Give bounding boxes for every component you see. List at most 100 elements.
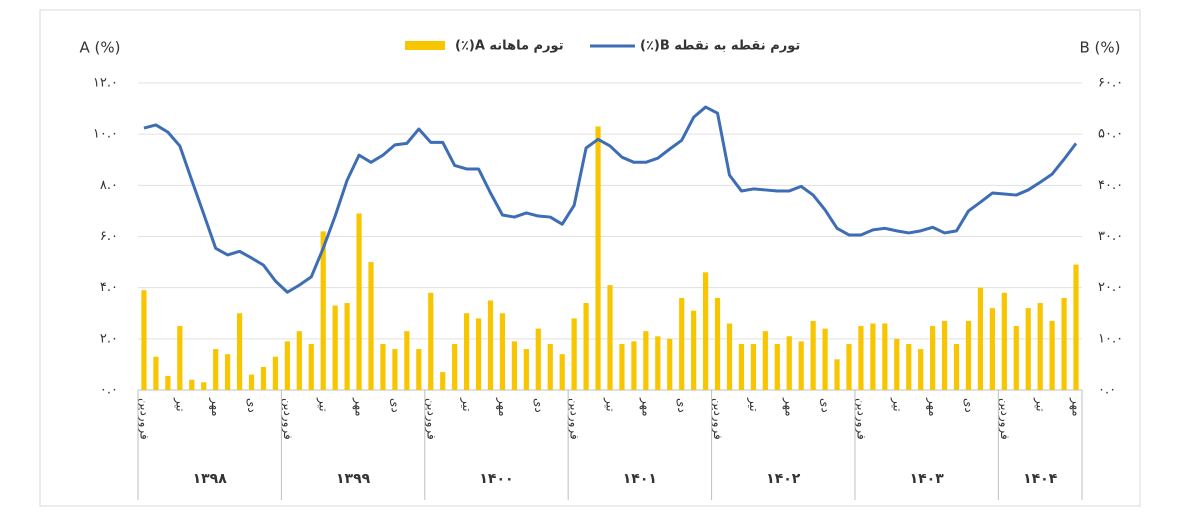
bar bbox=[416, 349, 422, 390]
x-tick-label: مهر bbox=[925, 397, 940, 417]
y2-axis-title: B (%) bbox=[1079, 39, 1120, 57]
bar bbox=[643, 331, 649, 390]
bar bbox=[930, 326, 936, 390]
x-tick-label: تیر bbox=[459, 397, 474, 412]
bar bbox=[153, 356, 159, 390]
x-tick-label: تیر bbox=[603, 397, 618, 412]
bar bbox=[1013, 326, 1019, 390]
bar bbox=[165, 375, 171, 390]
x-tick-label: تیر bbox=[746, 397, 761, 412]
x-tick-label: تیر bbox=[172, 397, 187, 412]
x-tick-label: مهر bbox=[495, 397, 510, 417]
bar bbox=[141, 290, 147, 390]
x-tick-label: مهر bbox=[1069, 397, 1084, 417]
x-tick-label: فروردین bbox=[567, 398, 582, 440]
bar bbox=[236, 313, 243, 390]
x-tick-label: تیر bbox=[316, 397, 331, 412]
bar bbox=[380, 343, 386, 390]
bar bbox=[332, 305, 338, 390]
bar bbox=[1001, 292, 1007, 390]
bar bbox=[440, 372, 446, 390]
y-tick-label: ۶.۰ bbox=[100, 229, 118, 244]
x-tick-label: فروردین bbox=[136, 398, 151, 440]
x-tick-label: تیر bbox=[1033, 397, 1048, 412]
bar bbox=[1061, 297, 1067, 390]
bar bbox=[918, 349, 924, 390]
bar bbox=[619, 343, 625, 390]
bar bbox=[308, 343, 314, 390]
bar bbox=[1073, 264, 1079, 390]
x-tick-label: فروردین bbox=[853, 398, 868, 440]
y-tick-label: ۲.۰ bbox=[100, 331, 118, 346]
bar bbox=[726, 323, 733, 390]
bar bbox=[691, 310, 697, 390]
bar bbox=[1025, 308, 1031, 390]
y-tick-label: ۱۲.۰ bbox=[93, 76, 118, 91]
x-tick-label: دی bbox=[245, 398, 259, 413]
bar bbox=[452, 343, 458, 390]
x-tick-label: فروردین bbox=[710, 398, 725, 440]
bar bbox=[774, 343, 780, 390]
bar bbox=[535, 328, 541, 390]
bar bbox=[404, 331, 410, 390]
bar bbox=[1037, 303, 1043, 390]
x-tick-label: تیر bbox=[889, 397, 904, 412]
bar bbox=[798, 341, 804, 390]
x-tick-label: دی bbox=[532, 398, 546, 413]
y2-tick-label: ۰.۰ bbox=[1098, 383, 1116, 398]
x-tick-label: مهر bbox=[208, 397, 223, 417]
x-tick-label: فروردین bbox=[423, 398, 438, 440]
bar bbox=[356, 213, 362, 390]
x-group-label: ۱۴۰۲ bbox=[766, 471, 801, 487]
bar bbox=[941, 320, 948, 390]
legend-swatch bbox=[405, 41, 445, 50]
bar bbox=[607, 285, 613, 390]
bar bbox=[631, 341, 637, 390]
y-tick-label: ۴.۰ bbox=[100, 280, 118, 295]
y2-tick-label: ۳۰.۰ bbox=[1098, 229, 1123, 244]
bar bbox=[344, 303, 350, 390]
bar bbox=[906, 343, 912, 390]
bar bbox=[858, 326, 864, 390]
bar bbox=[189, 379, 195, 390]
x-tick-label: دی bbox=[819, 398, 833, 413]
bar bbox=[296, 331, 302, 390]
bar bbox=[320, 231, 326, 390]
x-group-label: ۱۳۹۹ bbox=[336, 471, 371, 487]
bar bbox=[965, 320, 972, 390]
bar bbox=[428, 292, 434, 390]
bar bbox=[846, 343, 852, 390]
y-tick-label: ۰.۰ bbox=[100, 383, 118, 398]
chart-border bbox=[39, 9, 1141, 507]
line bbox=[143, 105, 1078, 294]
bar bbox=[714, 297, 721, 390]
bar bbox=[870, 323, 876, 390]
x-tick-label: دی bbox=[388, 398, 402, 413]
bar bbox=[392, 349, 398, 390]
bar bbox=[260, 366, 267, 390]
bar bbox=[762, 331, 768, 390]
bar bbox=[225, 354, 231, 390]
bar bbox=[786, 336, 792, 390]
bar bbox=[487, 300, 494, 390]
legend-label: تورم نقطه به نقطه B(٪) bbox=[640, 39, 800, 54]
bar bbox=[559, 354, 565, 390]
bar bbox=[595, 126, 601, 390]
bar bbox=[499, 313, 506, 390]
bar bbox=[953, 343, 960, 390]
legend-label: تورم ماهانه A(٪) bbox=[455, 39, 564, 54]
bar bbox=[547, 343, 553, 390]
y2-tick-label: ۵۰.۰ bbox=[1098, 127, 1123, 142]
bar bbox=[571, 318, 577, 390]
bar bbox=[810, 320, 816, 390]
bar bbox=[882, 323, 888, 390]
bar bbox=[1049, 320, 1055, 390]
bar bbox=[272, 356, 279, 390]
x-tick-label: مهر bbox=[352, 397, 367, 417]
y2-tick-label: ۴۰.۰ bbox=[1098, 178, 1123, 193]
x-group-label: ۱۴۰۴ bbox=[1023, 471, 1058, 487]
x-tick-label: فروردین bbox=[280, 398, 295, 440]
bar bbox=[834, 359, 840, 390]
bar bbox=[284, 341, 290, 390]
